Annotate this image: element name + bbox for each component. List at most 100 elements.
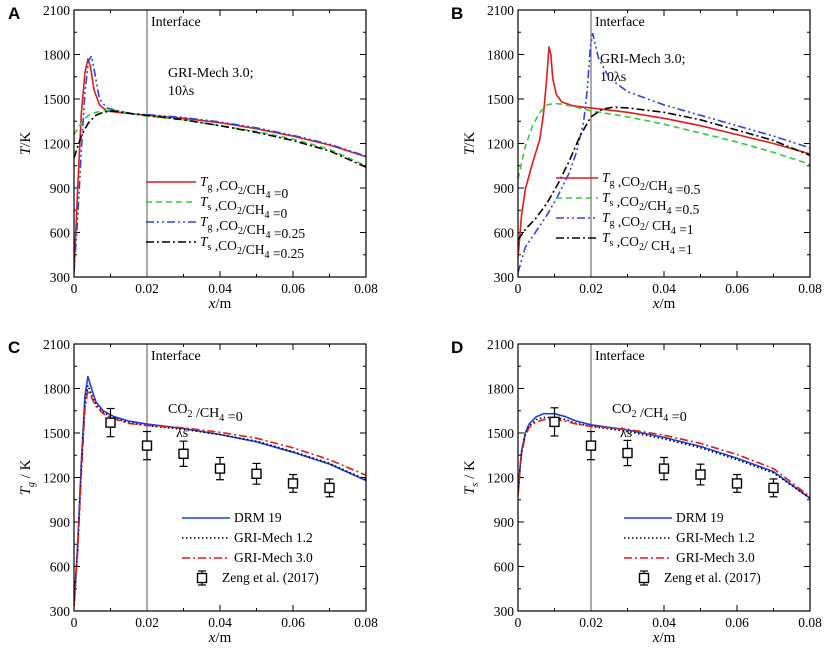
interface-label: Interface <box>151 15 201 30</box>
experiment-point <box>695 463 706 486</box>
annotation-text: 10λs <box>168 84 194 99</box>
experiment-point <box>622 439 633 467</box>
y-tick-label: 300 <box>494 270 515 285</box>
panel-d: D 0 0.02 0.04 0.06 0.08 300 600 900 1200 1500 1800 2… <box>451 337 822 646</box>
x-tick-label: 0.02 <box>135 615 159 630</box>
legend-label-2: GRI-Mech 1.2 <box>234 530 313 545</box>
square-marker <box>731 478 743 489</box>
experiment-point <box>324 478 335 498</box>
annotation-text: GRI-Mech 3.0; <box>600 52 686 67</box>
legend-label-3: Tg ,CO2/CH4 =0.25 <box>200 214 305 241</box>
y-tick-label: 300 <box>494 604 515 619</box>
series-line-3 <box>518 418 810 498</box>
plot-frame <box>517 9 811 278</box>
x-tick-label: 0.04 <box>652 615 676 630</box>
x-tick-label: 0 <box>71 281 78 296</box>
series-line-2 <box>74 109 366 167</box>
legend-label-4: Ts ,CO2/ CH4 =1 <box>602 230 693 257</box>
experiment-point <box>768 478 779 498</box>
y-tick-label: 900 <box>494 181 515 196</box>
y-tick-label: 2100 <box>43 337 70 352</box>
y-tick-label: 1500 <box>487 426 514 441</box>
series-line-2 <box>518 416 810 499</box>
square-marker <box>585 440 597 451</box>
legend-label-2: Ts ,CO2/CH4 =0.5 <box>602 190 700 217</box>
y-tick-label: 1200 <box>43 137 70 152</box>
x-tick-label: 0.06 <box>725 615 749 630</box>
legend-square-marker <box>196 572 208 584</box>
square-marker <box>549 416 560 428</box>
square-marker <box>324 482 335 494</box>
legend-label-1: Tg ,CO2/CH4 =0.5 <box>602 170 701 197</box>
x-tick-label: 0.06 <box>725 281 749 296</box>
y-tick-label: 1800 <box>43 48 70 63</box>
legend-label-3: GRI-Mech 3.0 <box>676 550 755 565</box>
experiment-point <box>105 407 116 438</box>
y-tick-label: 300 <box>50 270 71 285</box>
series-line-3 <box>518 32 810 273</box>
y-tick-label: 2100 <box>43 3 70 18</box>
y-tick-label: 1200 <box>487 471 514 486</box>
legend-label-3: Tg ,CO2/ CH4 =1 <box>602 210 694 237</box>
y-tick-label: 2100 <box>487 337 514 352</box>
legend: DRM 19 GRI-Mech 1.2 GRI-Mech 3.0 Zeng et al… <box>624 510 761 586</box>
experiment-point <box>141 430 153 461</box>
series-line-1 <box>518 412 810 499</box>
x-axis-label: x/m <box>208 296 232 312</box>
annotation-text: CO2 /CH4 =0 <box>168 402 243 425</box>
x-tick-label: 0.02 <box>579 615 603 630</box>
y-tick-label: 600 <box>50 226 71 241</box>
y-tick-label: 900 <box>50 515 71 530</box>
panel-a: A 0 0.02 0.04 0.06 0.08 300 600 900 1200 1500 1800 2… <box>8 3 378 312</box>
experiment-point <box>214 456 226 481</box>
panel-label: C <box>8 338 20 357</box>
legend-square-marker <box>638 572 650 584</box>
x-tick-label: 0.08 <box>354 281 378 296</box>
y-axis-label: Tg / K <box>18 459 37 495</box>
x-tick-label: 0 <box>71 615 78 630</box>
legend: DRM 19 GRI-Mech 1.2 GRI-Mech 3.0 Zeng et al… <box>182 510 319 586</box>
y-tick-label: 300 <box>50 604 71 619</box>
x-tick-label: 0 <box>515 615 522 630</box>
y-tick-label: 900 <box>50 181 71 196</box>
y-tick-label: 1500 <box>487 92 514 107</box>
legend-label-2: Ts ,CO2/CH4 =0 <box>200 194 287 221</box>
square-marker <box>768 482 779 494</box>
experiment-point <box>287 473 299 493</box>
experiment-point <box>251 462 262 485</box>
square-marker <box>105 417 116 428</box>
square-marker <box>141 440 153 451</box>
series-line-1 <box>518 46 810 258</box>
plot-frame <box>517 343 811 612</box>
x-axis-label: x/m <box>208 630 232 646</box>
series-line-3 <box>74 55 366 273</box>
x-tick-label: 0.02 <box>579 281 603 296</box>
interface-label: Interface <box>151 349 201 364</box>
annotation-text: 10λs <box>600 70 626 85</box>
legend-label-4: Ts ,CO2/CH4 =0.25 <box>200 234 304 261</box>
experiment-point <box>549 407 560 437</box>
experiment-point <box>658 456 670 481</box>
y-tick-label: 1200 <box>487 137 514 152</box>
series-line-1 <box>74 375 366 607</box>
x-axis-label: x/m <box>652 630 676 646</box>
annotation-text: GRI-Mech 3.0; <box>168 66 254 81</box>
panel-label: B <box>451 4 463 23</box>
x-tick-label: 0.04 <box>208 281 232 296</box>
plot-frame <box>73 343 367 612</box>
square-marker <box>178 448 189 459</box>
y-tick-label: 1800 <box>487 382 514 397</box>
x-tick-label: 0.08 <box>798 615 822 630</box>
square-marker <box>287 478 299 489</box>
x-tick-label: 0 <box>515 281 522 296</box>
y-tick-label: 1200 <box>43 471 70 486</box>
annotation-text: CO2 /CH4 =0 <box>612 402 687 425</box>
legend-label-1: DRM 19 <box>234 510 282 525</box>
series-line-4 <box>518 106 810 241</box>
square-marker <box>695 469 706 480</box>
y-tick-label: 1500 <box>43 426 70 441</box>
square-marker <box>622 447 633 459</box>
x-axis-label: x/m <box>652 296 676 312</box>
legend: Tg ,CO2/CH4 =0.5Ts ,CO2/CH4 =0.5Tg ,CO2/… <box>556 170 701 257</box>
series-line-2 <box>518 102 810 180</box>
